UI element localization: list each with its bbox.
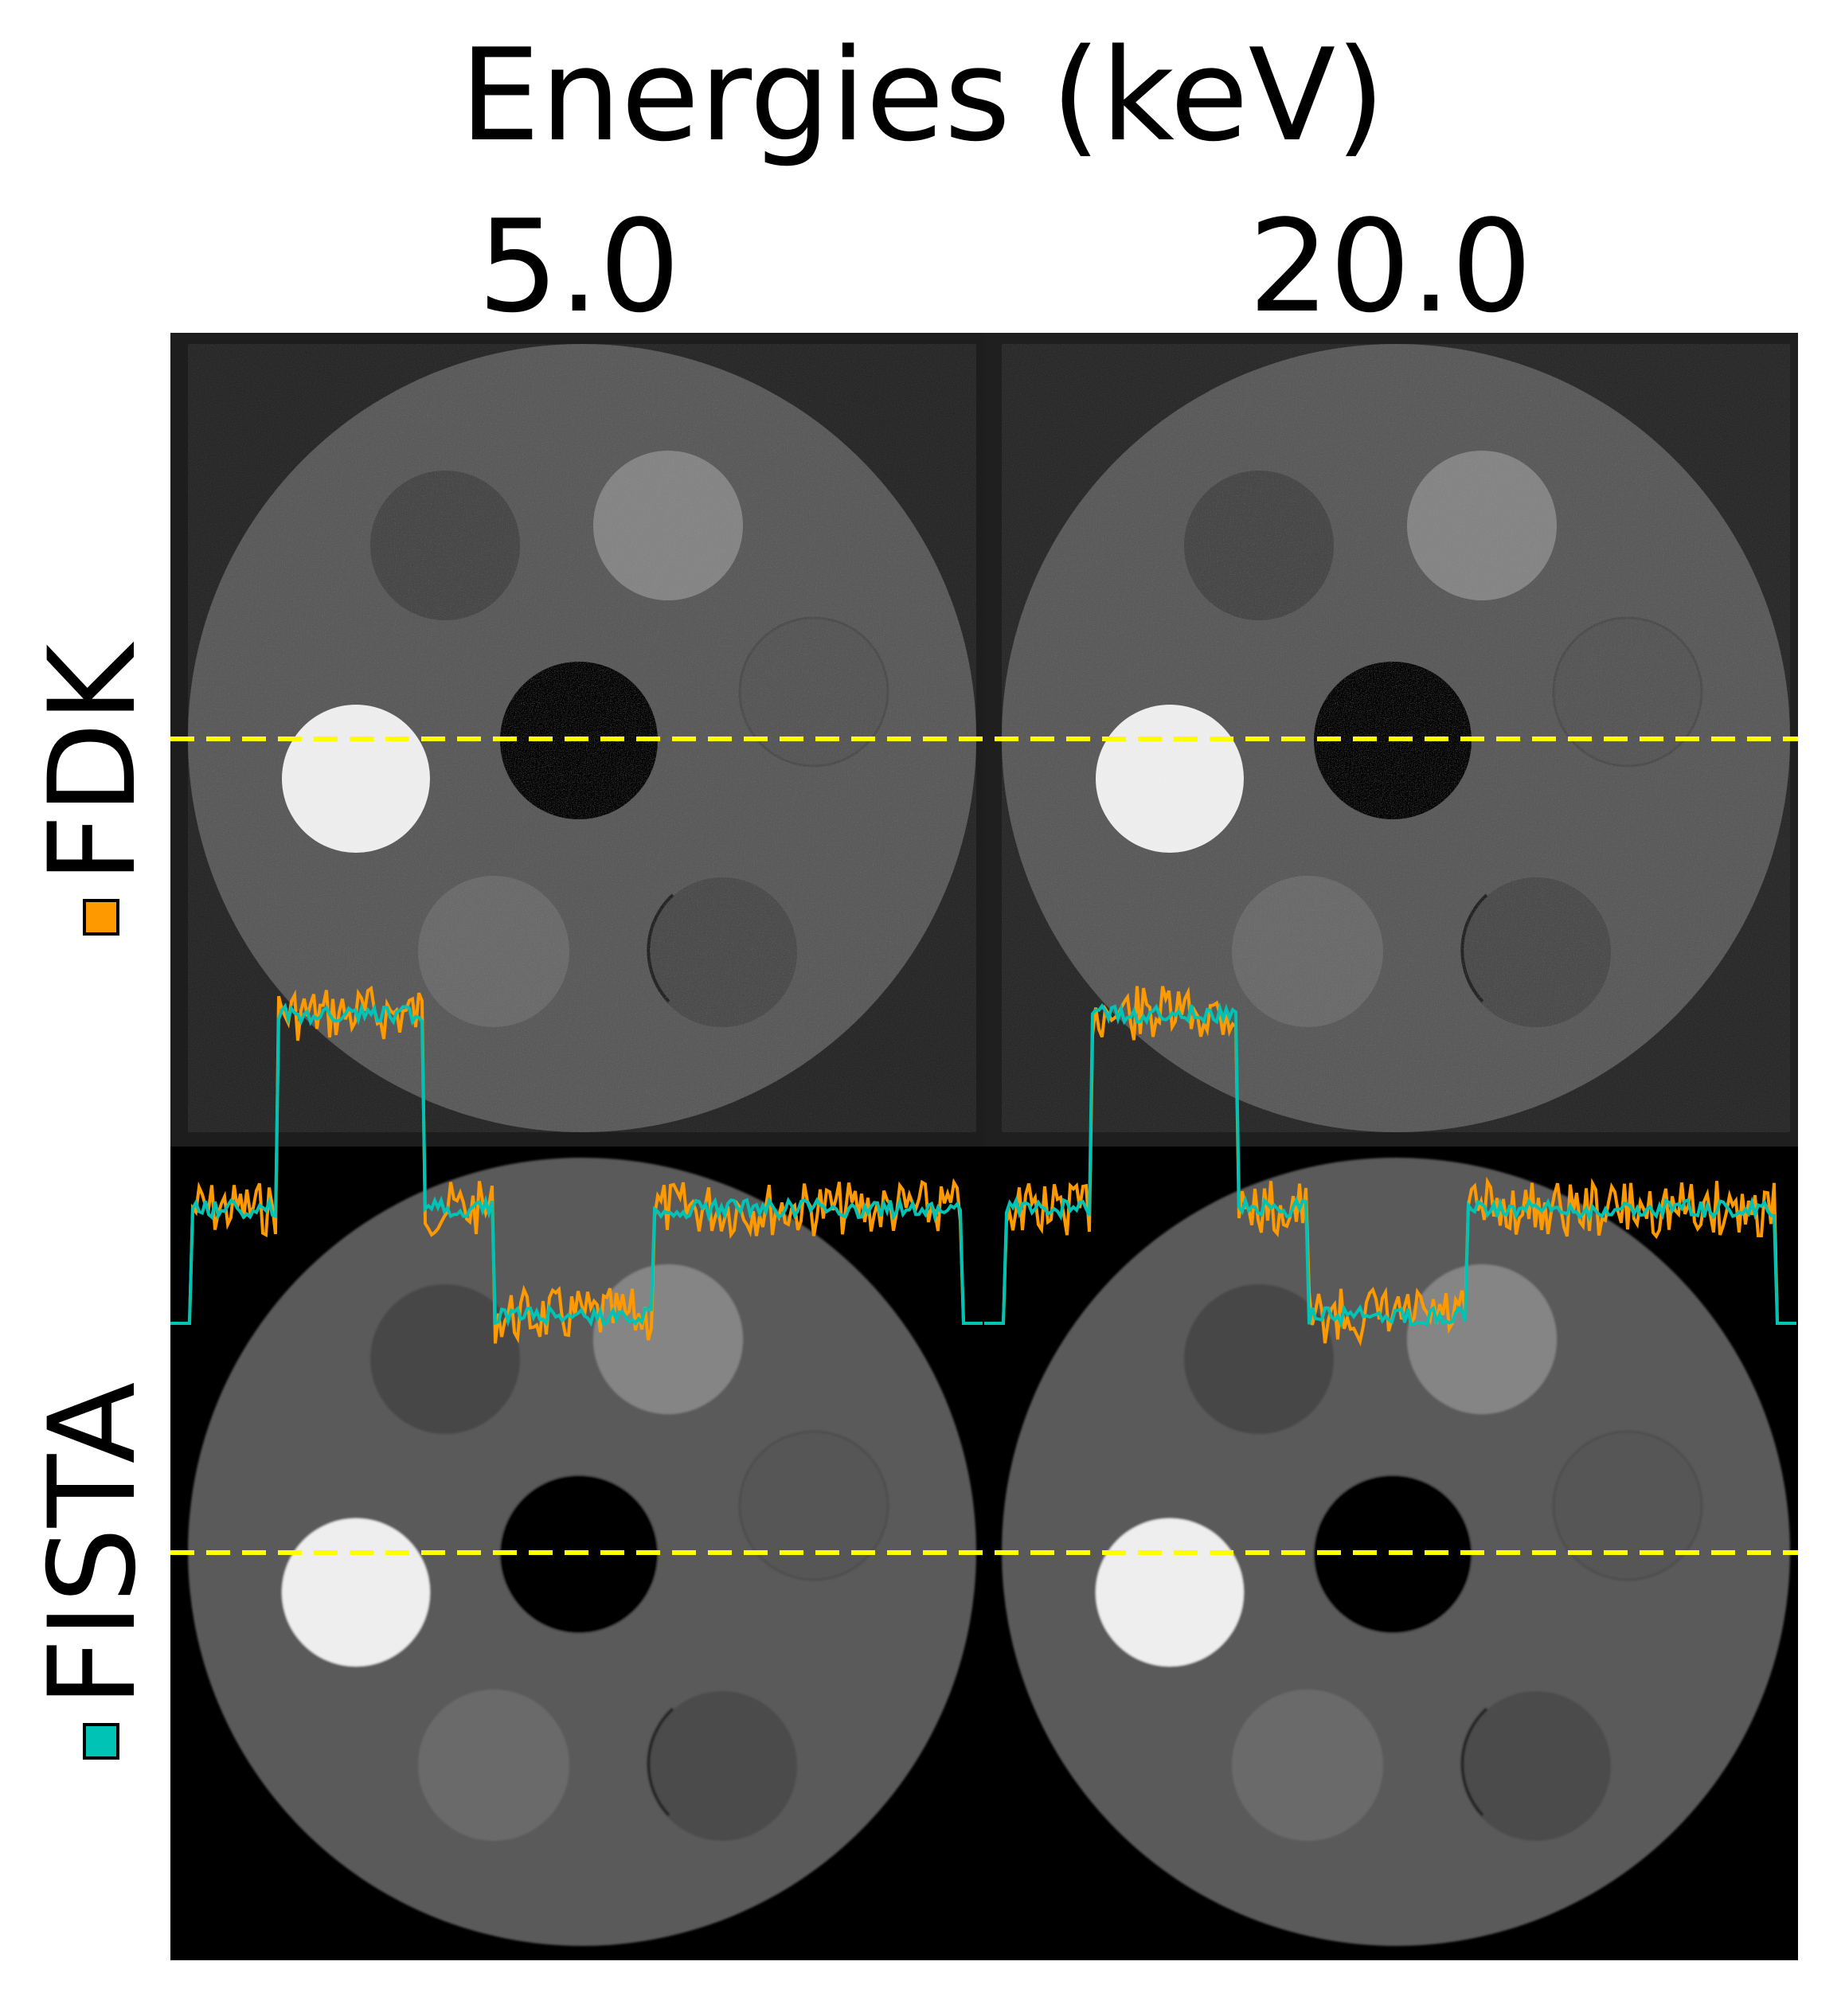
column-label-20kev: 20.0 [1248,192,1533,341]
column-label-5kev: 5.0 [477,192,681,341]
line-profiles [170,985,1796,1346]
fdk-profile-curve-0 [170,985,983,1344]
fista-profile-curve-0 [170,1002,983,1327]
energy-title: Energies (keV) [459,21,1386,170]
fista-profile-curve-1 [984,1002,1796,1330]
